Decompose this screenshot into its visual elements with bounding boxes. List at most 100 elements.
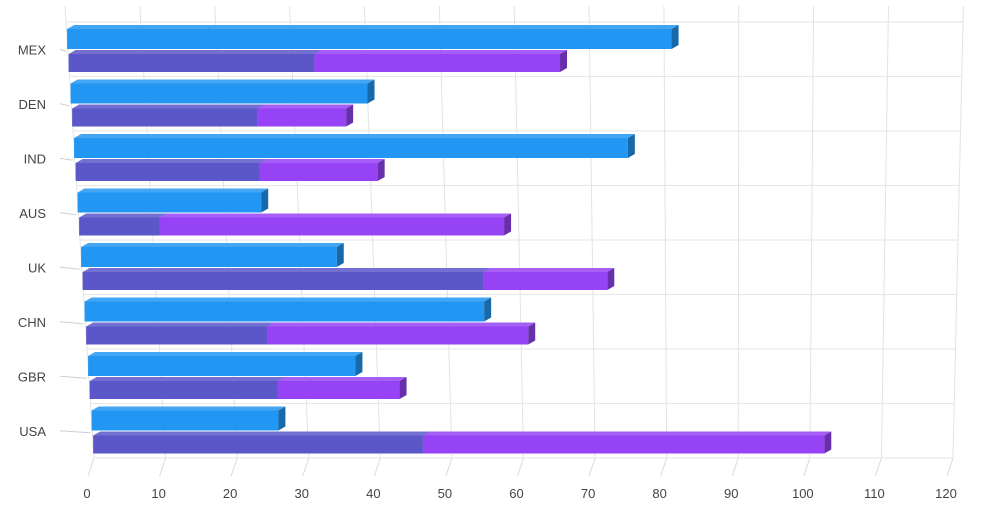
bar-series-3-top [257,104,354,109]
bar-series-2-top [72,104,265,109]
bar-series-3-front [314,54,561,72]
bar-series-3-top [159,213,512,218]
x-floor-line [230,457,238,477]
x-tick-label: 120 [935,486,957,501]
bar-series-3-front [483,272,608,290]
x-gridline [513,5,524,459]
bar-series-1 [88,352,363,376]
x-tick-label: 70 [581,486,595,501]
bar-series-1-top [91,406,286,411]
bar-series-2-top [79,213,167,218]
y-tick-label: UK [28,260,46,275]
y-tick-label: IND [24,151,46,166]
bar-series-2 [75,159,267,181]
bar-series-3 [422,431,832,454]
bar-series-3 [159,213,512,236]
bar-series-3-front [159,217,505,236]
x-floor-line [373,457,381,477]
bar-series-3-top [422,431,832,436]
bar-series-3-side [824,431,832,454]
bar-series-1-top [70,79,375,84]
bar-series-3-top [277,377,407,381]
y-tick-label: CHN [18,315,46,330]
bar-series-1-front [81,247,337,267]
x-tick-label: 110 [864,486,885,501]
x-tick-label: 90 [724,486,738,501]
bar-series-2 [82,268,491,290]
y-tick-mark [59,212,77,216]
bar-series-1-front [74,138,628,158]
bar-series-3-side [346,104,354,127]
y-tick-mark [59,157,73,161]
bar-series-3-side [504,213,512,236]
bar-series-3-side [560,50,568,72]
bar-series-3 [277,377,407,399]
bar-series-2-front [89,381,278,399]
bar-series-3-side [377,159,385,181]
bar-series-1-side [336,243,344,267]
bar-series-3 [267,322,536,345]
bar-series-2-top [86,322,275,327]
bar-series-2-front [75,163,260,181]
x-gridline [952,5,964,459]
bar-series-2-front [79,217,160,236]
bar-series-3 [314,50,568,72]
x-gridline [737,5,740,459]
x-floor-line [588,457,596,477]
bar-series-1 [70,79,375,104]
x-tick-label: 0 [83,486,90,501]
bar-series-1-side [261,188,269,213]
bar-series-1 [67,25,679,49]
x-tick-label: 20 [223,486,237,501]
bar-series-2-front [93,435,423,454]
bar-series-2-top [89,377,285,381]
x-floor-line [803,457,811,477]
bar-series-2-front [72,108,258,127]
bar-series-1-top [84,297,492,302]
x-floor-line [946,457,954,477]
bar-series-3-front [267,326,529,345]
bar-series-3 [259,159,385,181]
bar-series-2-front [82,272,484,290]
x-floor-line [517,457,524,477]
bar-series-1 [81,243,344,267]
bar-series-2-top [93,431,430,436]
bar-series-2-top [82,268,491,272]
bar-series-3-side [528,322,536,345]
bar-series-3-side [399,377,407,399]
y-tick-label: GBR [18,369,46,384]
bar-series-1-side [367,79,375,104]
bar-series-1-side [627,134,635,158]
x-floor-line [302,457,310,477]
bar-series-1-side [355,352,363,376]
bar-series-1 [74,134,635,158]
y-tick-mark [59,321,84,325]
x-floor-line [660,457,668,477]
bar-series-3-front [257,108,347,127]
bar-series-2 [89,377,285,399]
y-tick-mark [59,266,80,270]
bar-series-1-side [484,297,492,322]
bar-series-1-top [74,134,635,138]
bar-series-1-top [88,352,363,356]
bar-series-2 [68,50,322,72]
y-tick-label: DEN [19,97,46,112]
y-tick-label: USA [19,424,46,439]
bar-series-1 [84,297,492,322]
bar-series-1-front [67,29,672,49]
bar-series-1-top [81,243,344,247]
bar-series-1-front [88,356,356,376]
bar-series-2 [72,104,265,127]
y-tick-mark [59,375,87,379]
x-floor-line [87,457,95,477]
bar-series-2 [79,213,167,236]
bar-series-3-top [259,159,385,163]
bar-series-2-top [75,159,267,163]
y-tick-mark [59,103,70,107]
y-tick-mark [59,430,91,434]
bar-series-1 [77,188,269,213]
x-gridline [588,5,596,459]
x-floor-line [731,457,739,477]
bar-series-1-front [91,410,279,431]
x-tick-label: 100 [792,486,814,501]
